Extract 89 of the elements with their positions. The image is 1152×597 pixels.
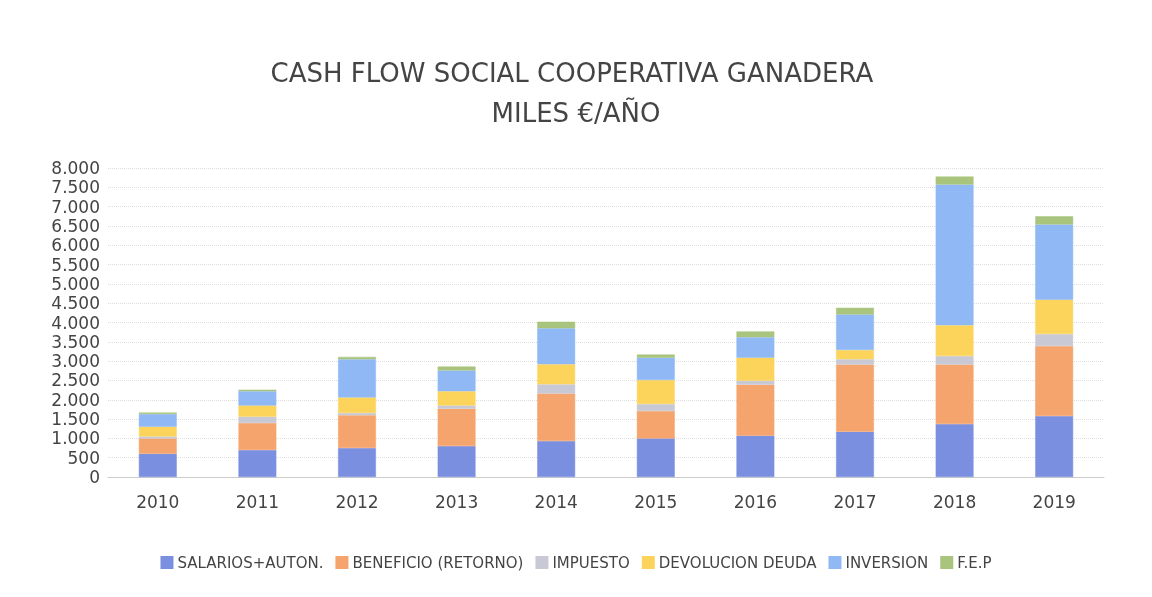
- x-tick-label: 2019: [1032, 491, 1076, 512]
- bar: [935, 424, 974, 477]
- y-tick-label: 5.500: [51, 254, 100, 275]
- bar: [437, 405, 476, 409]
- bar: [338, 448, 376, 477]
- y-tick-label: 3.500: [51, 331, 100, 352]
- bar: [437, 370, 476, 392]
- y-tick-label: 0: [89, 467, 100, 487]
- chart-title: CASH FLOW SOCIAL COOPERATIVA GANADERA MILES €/AÑO: [270, 58, 882, 128]
- bar: [138, 438, 177, 454]
- y-tick-label: 4.500: [51, 293, 100, 314]
- x-tick-label: 2010: [136, 491, 180, 512]
- bar: [736, 384, 775, 436]
- bar: [437, 391, 476, 406]
- bar: [836, 349, 874, 360]
- x-tick-label: 2011: [235, 491, 280, 512]
- bar: [636, 438, 675, 477]
- y-tick-label: 7.500: [51, 177, 100, 198]
- legend-label: SALARIOS+AUTON.: [177, 553, 324, 572]
- bar: [537, 321, 576, 329]
- x-tick-label: 2014: [534, 491, 578, 512]
- bar: [537, 328, 576, 365]
- legend-label: F.E.P: [957, 553, 992, 572]
- bar: [935, 364, 974, 425]
- bar: [1035, 299, 1074, 335]
- bar: [736, 380, 775, 385]
- bar: [1035, 415, 1074, 477]
- x-tick-label: 2015: [634, 491, 678, 512]
- legend-label: BENEFICIO (RETORNO): [352, 553, 524, 572]
- y-tick-label: 2.000: [51, 389, 100, 410]
- y-tick-label: 6.000: [51, 235, 100, 256]
- x-tick-label: 2012: [335, 491, 379, 512]
- bar: [736, 357, 775, 381]
- bar: [836, 307, 874, 315]
- bar: [1035, 346, 1074, 416]
- bar: [437, 446, 476, 477]
- bar: [935, 176, 974, 185]
- bar: [537, 441, 576, 477]
- bar: [836, 359, 874, 365]
- bar: [836, 314, 874, 350]
- bar: [636, 354, 675, 358]
- bar: [736, 337, 775, 358]
- bar: [338, 397, 376, 413]
- bar: [138, 414, 177, 427]
- bar: [238, 405, 277, 417]
- bar: [238, 449, 277, 477]
- bar: [138, 426, 177, 437]
- bar: [1035, 334, 1074, 347]
- bar: [537, 393, 576, 442]
- bar: [636, 357, 675, 381]
- y-tick-label: 4.000: [51, 312, 100, 333]
- bar: [736, 435, 775, 477]
- bar: [736, 331, 775, 338]
- bar: [636, 410, 675, 439]
- bar: [238, 422, 277, 450]
- bar: [437, 366, 476, 371]
- bar: [437, 408, 476, 447]
- bar: [836, 431, 874, 477]
- x-tick-label: 2013: [434, 491, 479, 512]
- bar: [537, 364, 576, 385]
- x-tick-label: 2018: [932, 491, 977, 512]
- legend-label: INVERSION: [845, 553, 929, 572]
- y-tick-label: 500: [67, 447, 100, 468]
- bar: [636, 380, 675, 404]
- bar: [636, 404, 675, 411]
- bar: [238, 391, 277, 406]
- bar: [338, 415, 376, 449]
- legend-label: DEVOLUCION DEUDA: [658, 553, 818, 572]
- y-tick-label: 7.000: [51, 196, 100, 217]
- bar: [935, 356, 974, 365]
- bar: [935, 184, 974, 326]
- bar: [338, 359, 376, 398]
- y-tick-label: 8.000: [51, 158, 100, 178]
- y-tick-label: 1.000: [51, 428, 100, 449]
- y-tick-label: 6.500: [51, 215, 100, 236]
- bar: [537, 384, 576, 394]
- y-tick-label: 1.500: [51, 409, 100, 430]
- bar: [238, 416, 277, 423]
- y-tick-label: 5.000: [51, 273, 100, 294]
- bar: [1035, 216, 1074, 225]
- x-tick-label: 2016: [733, 491, 778, 512]
- x-tick-label: 2017: [833, 491, 877, 512]
- bar: [935, 325, 974, 357]
- bar: [138, 453, 177, 477]
- bar: [1035, 224, 1074, 300]
- y-tick-label: 3.000: [51, 351, 100, 372]
- legend-label: IMPUESTO: [552, 553, 630, 572]
- bar: [836, 364, 874, 432]
- y-tick-label: 2.500: [51, 370, 100, 391]
